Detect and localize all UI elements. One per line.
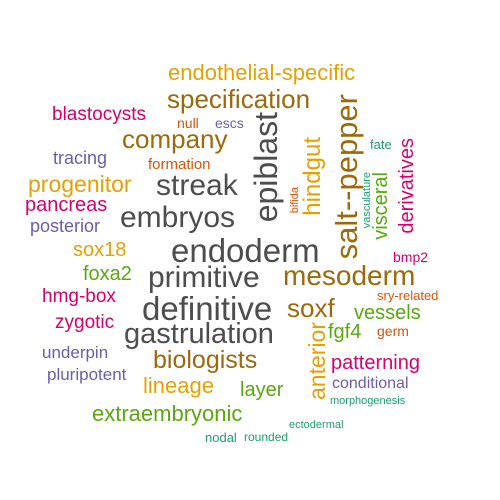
- word-fgf4: fgf4: [328, 321, 362, 343]
- word-vasculature: vasculature: [361, 172, 373, 229]
- word-company: company: [122, 124, 228, 154]
- word-tracing: tracing: [53, 148, 108, 168]
- word-derivatives: derivatives: [396, 138, 418, 234]
- word-primitive: primitive: [148, 261, 260, 294]
- word-conditional: conditional: [332, 375, 409, 392]
- word-bmp2: bmp2: [393, 249, 429, 265]
- word-nodal: nodal: [205, 430, 237, 445]
- word-gastrulation: gastrulation: [124, 318, 274, 350]
- word-streak: streak: [156, 169, 238, 202]
- word-underpin: underpin: [42, 343, 109, 362]
- word-zygotic: zygotic: [55, 312, 115, 333]
- word-definitive: definitive: [142, 290, 273, 327]
- word-fate: fate: [370, 137, 392, 152]
- word-sox18: sox18: [73, 239, 127, 261]
- word-foxa2: foxa2: [83, 263, 132, 285]
- word-extraembryonic: extraembryonic: [92, 401, 243, 426]
- word-visceral: visceral: [370, 172, 392, 240]
- word-progenitor: progenitor: [28, 171, 132, 197]
- word-specification: specification: [167, 84, 311, 114]
- word-morphogenesis: morphogenesis: [330, 395, 406, 407]
- word-mesoderm: mesoderm: [283, 260, 416, 291]
- word-ectodermal: ectodermal: [289, 419, 344, 431]
- word-anterior: anterior: [304, 322, 330, 400]
- word-vessels: vessels: [354, 302, 421, 324]
- word-pancreas: pancreas: [25, 194, 108, 216]
- word-bifida: bifida: [289, 187, 301, 214]
- word-hmg-box: hmg-box: [42, 286, 116, 307]
- word-rounded: rounded: [244, 430, 289, 444]
- word-salt-pepper: salt--pepper: [329, 94, 364, 260]
- word-pluripotent: pluripotent: [47, 365, 127, 384]
- word-posterior: posterior: [30, 216, 101, 236]
- word-germ: germ: [377, 323, 409, 339]
- word-soxf: soxf: [287, 293, 335, 323]
- word-embryos: embryos: [120, 201, 236, 234]
- word-formation: formation: [148, 156, 211, 173]
- word-hindgut: hindgut: [299, 137, 326, 216]
- word-endothelial-specific: endothelial-specific: [168, 60, 356, 85]
- word-escs: escs: [215, 115, 244, 131]
- word-endoderm: endoderm: [171, 232, 320, 269]
- word-null: null: [177, 115, 199, 131]
- word-biologists: biologists: [153, 346, 258, 374]
- word-lineage: lineage: [143, 373, 214, 398]
- word-epiblast: epiblast: [248, 112, 284, 223]
- word-layer: layer: [240, 379, 284, 401]
- word-blastocysts: blastocysts: [52, 104, 146, 125]
- word-patterning: patterning: [331, 352, 420, 374]
- word-sry-related: sry-related: [377, 288, 439, 303]
